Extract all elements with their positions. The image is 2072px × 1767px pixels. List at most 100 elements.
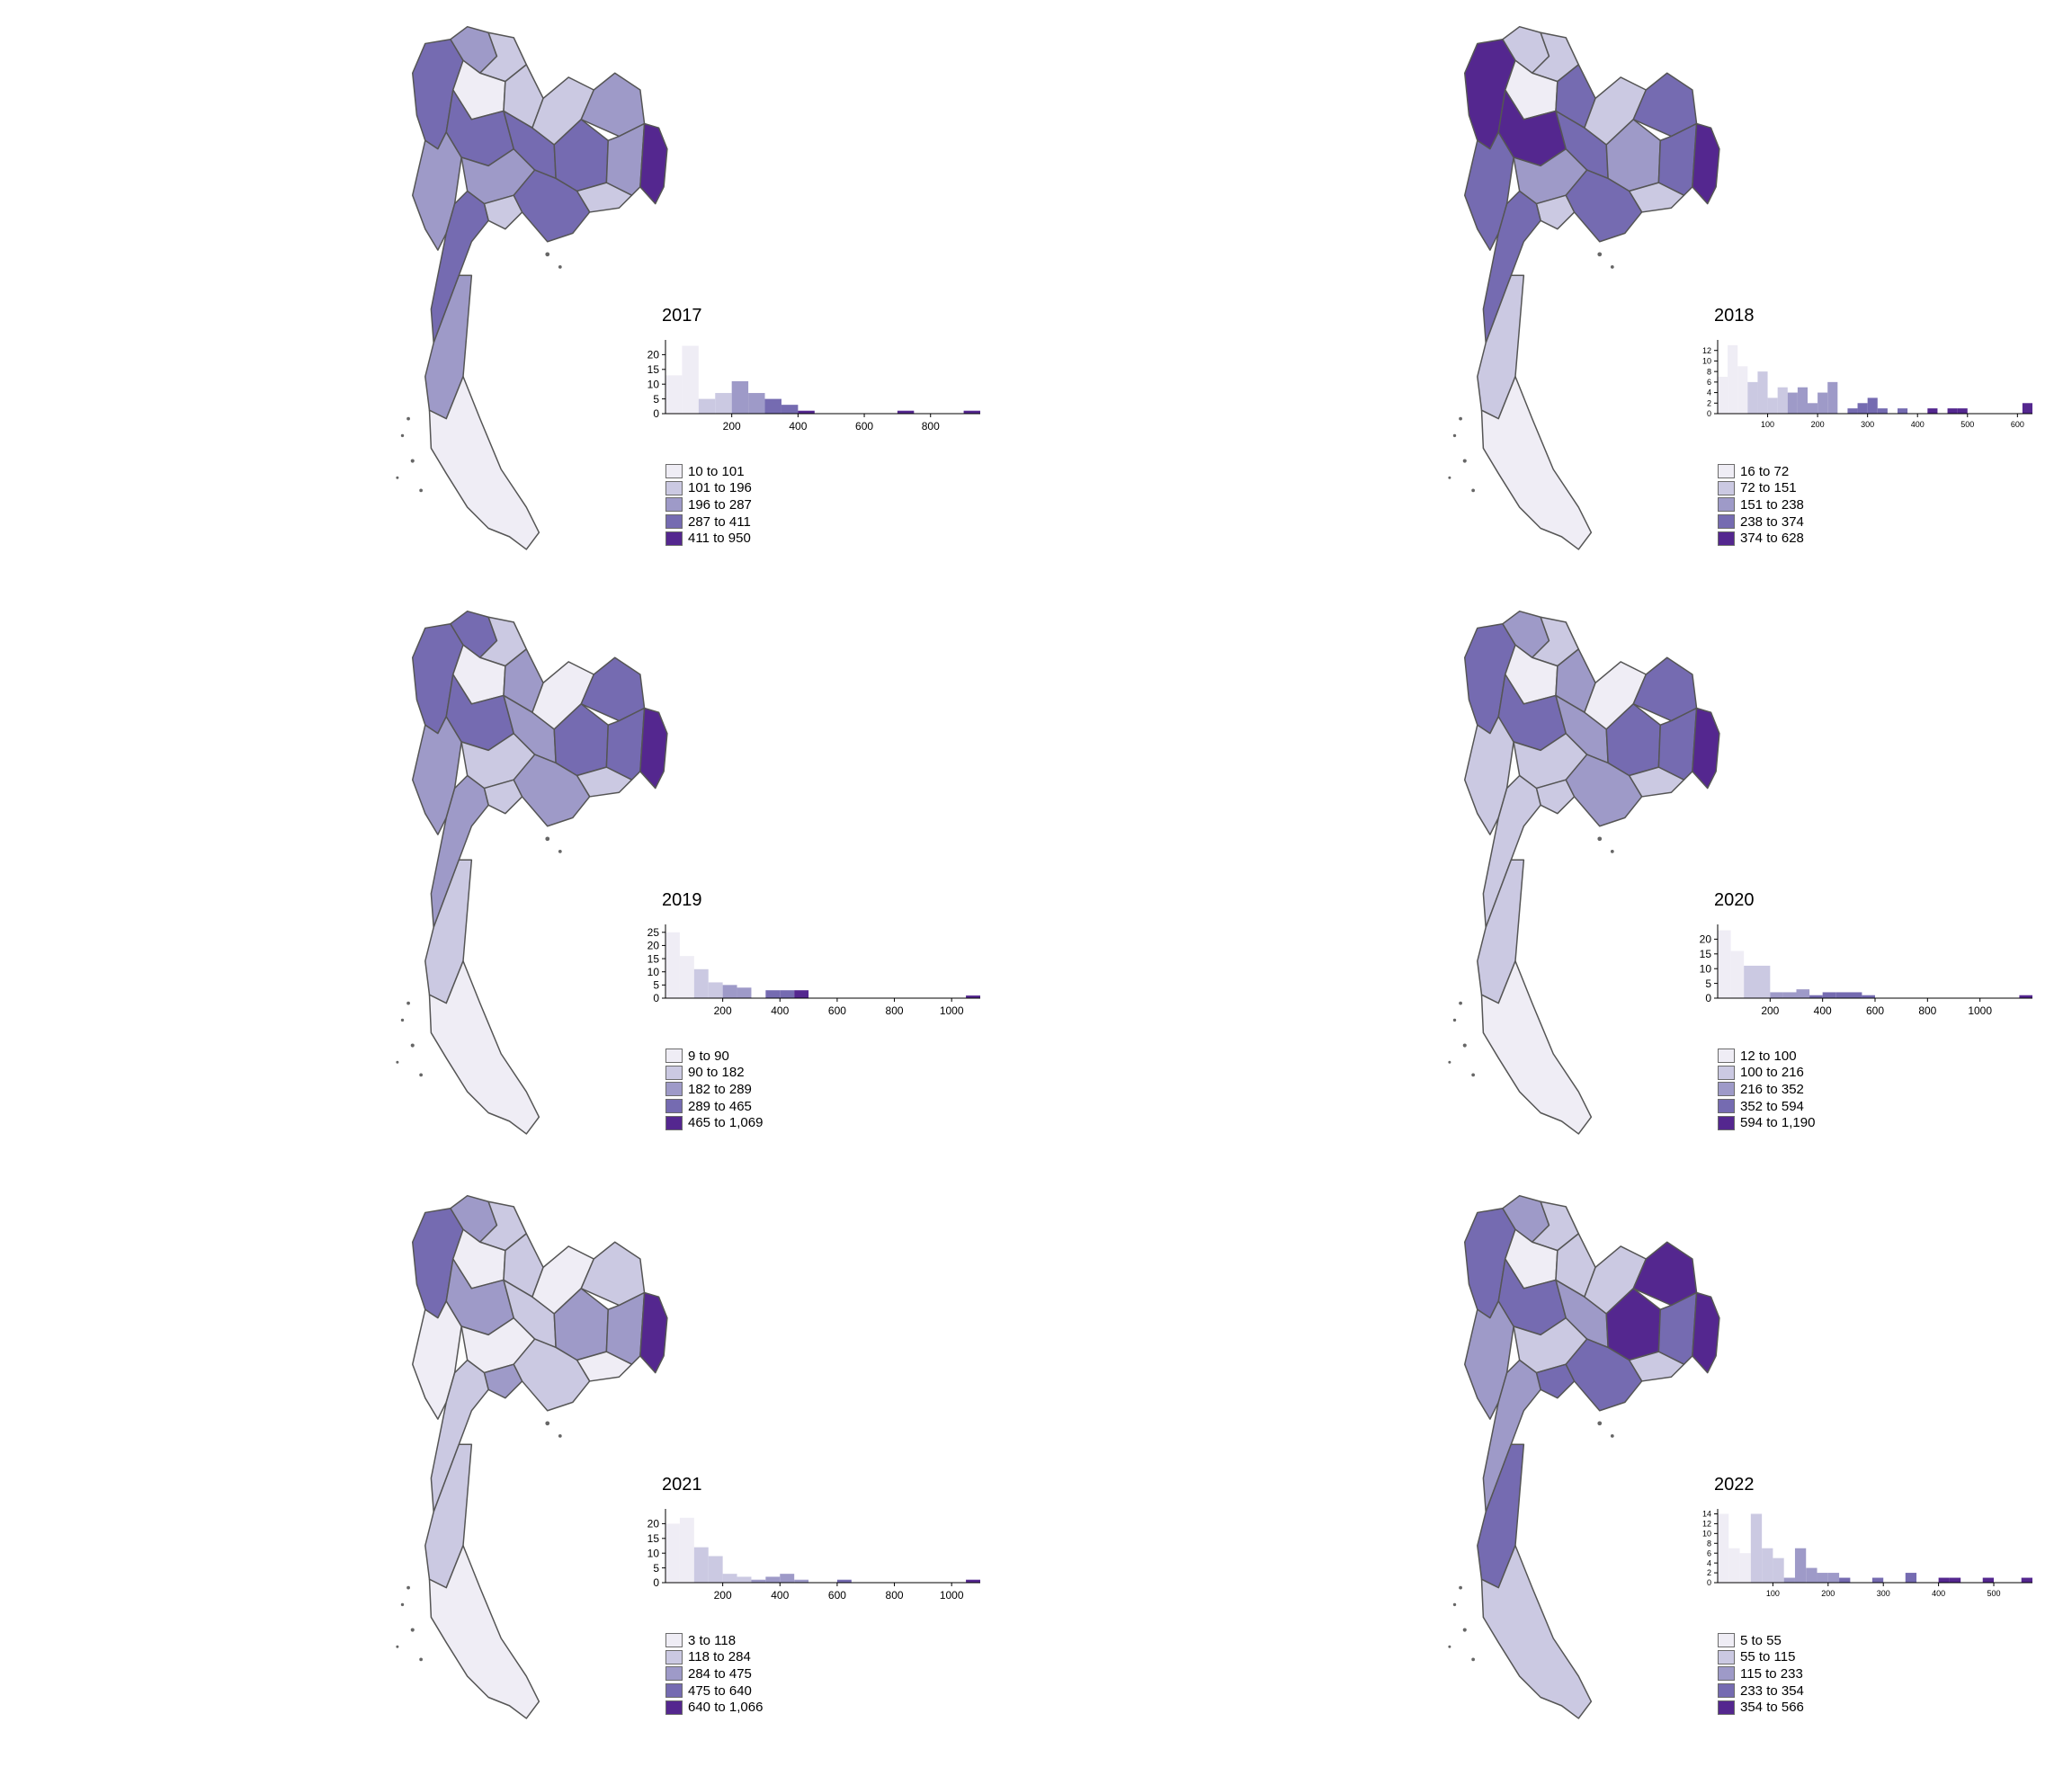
legend-label: 374 to 628: [1740, 531, 1804, 547]
legend-swatch: [665, 1082, 683, 1097]
legend-item: 118 to 284: [665, 1649, 763, 1666]
island-6: [396, 1060, 399, 1064]
y-tick-label: 20: [648, 940, 660, 952]
histogram-bar: [897, 410, 915, 414]
legend-item: 238 to 374: [1718, 513, 1804, 531]
histogram-bar: [1835, 992, 1862, 998]
island-6: [1448, 1060, 1451, 1064]
x-tick-label: 400: [789, 420, 807, 433]
histogram-bar: [1827, 1573, 1840, 1583]
x-tick-label: 200: [1811, 420, 1825, 429]
region-south-east: [513, 169, 591, 243]
legend-item: 352 to 594: [1718, 1098, 1815, 1115]
x-tick-label: 1000: [940, 1589, 964, 1602]
legend-item: 374 to 628: [1718, 530, 1804, 547]
legend: 5 to 55 55 to 115 115 to 233 233 to 354 354 …: [1718, 1632, 1804, 1716]
panel-2020: 2020 0 5 10 15 20 200 400 600 800 1000 12 to 100 100…: [1430, 607, 2072, 1182]
legend-item: 284 to 475: [665, 1665, 763, 1682]
histogram-bar: [1817, 392, 1828, 414]
histogram-bar: [798, 410, 815, 414]
histogram-bar: [1782, 992, 1797, 998]
region-north-east-4: [605, 1291, 646, 1365]
legend-label: 289 to 465: [688, 1098, 752, 1114]
region-east: [1692, 707, 1720, 790]
island-6: [1448, 476, 1451, 479]
legend-swatch: [1718, 1082, 1735, 1097]
x-tick-label: 400: [1932, 1589, 1945, 1598]
y-tick-label: 10: [1702, 357, 1711, 366]
y-tick-label: 10: [1702, 1529, 1711, 1538]
legend-swatch: [1718, 514, 1735, 530]
legend-label: 354 to 566: [1740, 1700, 1804, 1716]
y-tick-label: 15: [1700, 948, 1712, 960]
histogram-bar: [1827, 381, 1838, 414]
y-tick-label: 6: [1707, 378, 1711, 387]
island-5: [1462, 1628, 1467, 1632]
island-6: [396, 476, 399, 479]
histogram-bar: [1777, 387, 1788, 414]
legend-item: 3 to 118: [665, 1632, 763, 1649]
region-south-3: [1480, 1545, 1593, 1719]
legend-swatch: [665, 1649, 683, 1664]
histogram-bar: [1847, 408, 1858, 414]
y-tick-label: 5: [653, 1562, 659, 1575]
histogram-bar: [1822, 992, 1836, 998]
y-tick-label: 20: [1700, 933, 1712, 946]
legend-label: 72 to 151: [1740, 480, 1797, 496]
island-2: [1610, 265, 1614, 269]
island-1: [545, 1421, 550, 1426]
region-north-east-4: [1657, 707, 1698, 781]
legend-item: 354 to 566: [1718, 1699, 1804, 1716]
legend-swatch: [1718, 1099, 1735, 1114]
y-tick-label: 20: [648, 1518, 660, 1531]
x-tick-label: 200: [714, 1589, 732, 1602]
y-tick-label: 8: [1707, 367, 1711, 376]
legend-item: 475 to 640: [665, 1682, 763, 1700]
histogram-bar: [765, 990, 781, 998]
region-north-east-4: [1657, 122, 1698, 196]
island-4: [400, 1602, 405, 1607]
histogram-bar: [1862, 995, 1875, 998]
y-tick-label: 5: [653, 393, 659, 406]
thailand-map: [1448, 610, 1720, 1135]
histogram-bar: [665, 932, 680, 998]
histogram-bar: [780, 990, 795, 998]
legend-swatch: [665, 1683, 683, 1699]
x-tick-label: 200: [723, 420, 741, 433]
legend-label: 10 to 101: [688, 463, 745, 479]
x-tick-label: 1000: [940, 1004, 964, 1017]
x-tick-label: 600: [1866, 1004, 1884, 1017]
y-tick-label: 15: [648, 363, 660, 376]
island-4: [1452, 433, 1457, 438]
x-tick-label: 400: [1814, 1004, 1832, 1017]
histogram-bar: [1857, 403, 1868, 414]
island-2: [558, 265, 562, 269]
legend-swatch: [665, 1633, 683, 1648]
y-tick-label: 10: [648, 378, 660, 390]
legend-label: 101 to 196: [688, 480, 752, 496]
x-tick-label: 500: [1987, 1589, 2001, 1598]
y-tick-label: 10: [648, 966, 660, 978]
region-east: [639, 122, 668, 205]
island-3: [406, 416, 410, 421]
legend-item: 101 to 196: [665, 480, 752, 497]
y-tick-label: 15: [648, 1532, 660, 1545]
legend-swatch: [1718, 497, 1735, 513]
legend-item: 9 to 90: [665, 1048, 763, 1065]
legend-item: 100 to 216: [1718, 1065, 1815, 1082]
legend-swatch: [1718, 464, 1735, 479]
legend-label: 90 to 182: [688, 1065, 745, 1081]
histogram-bar: [693, 1547, 709, 1583]
histogram-bar: [1947, 408, 1958, 414]
histogram-bar: [1718, 930, 1731, 998]
histogram-bar: [764, 398, 781, 414]
histogram: 05 10 15 20 200 400 600 800: [648, 340, 980, 433]
histogram-bar: [748, 393, 765, 414]
region-south-3: [428, 376, 540, 550]
histogram-bar: [1927, 408, 1938, 414]
region-south-east: [513, 1338, 591, 1412]
legend-label: 5 to 55: [1740, 1632, 1782, 1648]
legend-item: 55 to 115: [1718, 1649, 1804, 1666]
legend-swatch: [665, 1099, 683, 1114]
y-tick-label: 12: [1702, 346, 1711, 355]
